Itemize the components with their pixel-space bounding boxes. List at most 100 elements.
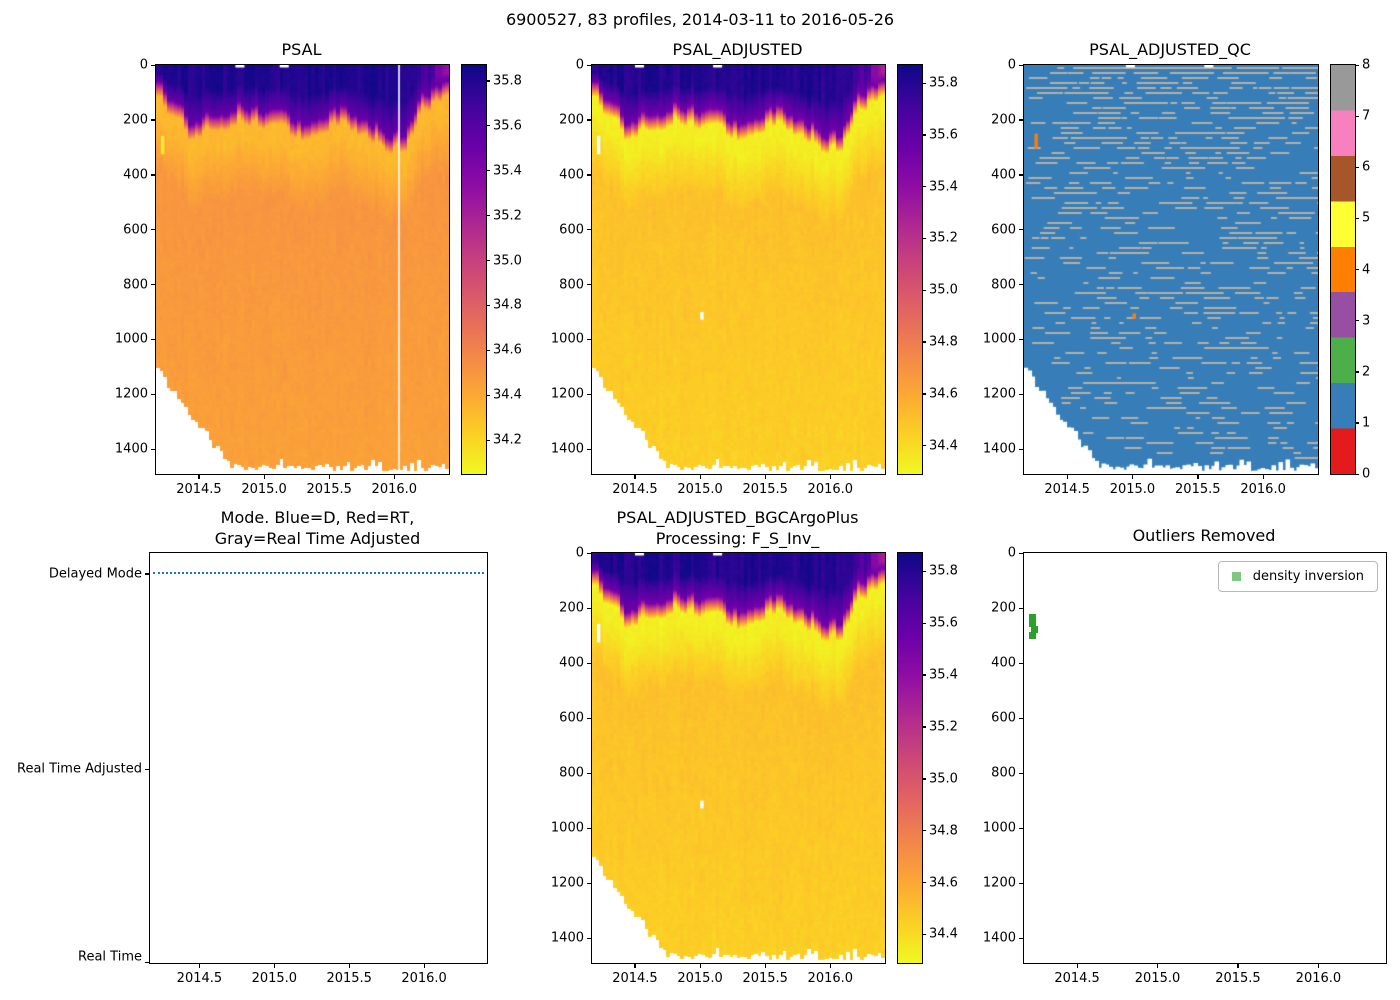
y-tick [1019,607,1023,609]
psal-adjusted-qc-heatmap-canvas [1024,65,1318,474]
colorbar-tick-label: 34.6 [929,386,958,402]
y-tick [145,573,149,575]
colorbar-tick-label: 34.6 [493,342,522,358]
colorbar-tick-label: 35.6 [929,127,958,143]
x-tick-label: 2016.0 [371,482,418,497]
y-tick [151,393,155,396]
y-tick [1019,827,1023,829]
y-tick [1019,119,1023,121]
x-tick [328,475,330,479]
colorbar-tick-label: 2 [1362,364,1371,380]
outlier-point [1030,625,1038,633]
colorbar-tick [1355,64,1359,66]
colorbar-tick [922,393,926,395]
psal-adjusted-bgc-heatmap-canvas [592,553,885,963]
x-tick [198,964,201,968]
colorbar-tick [922,82,926,84]
y-tick-label: 1400 [550,930,584,946]
mode-category-label: Real Time [78,949,142,965]
colorbar-tick [486,170,490,172]
panel-psal: 2014.5 2015.0 2015.5 2016.0 0 200 400 600 800 100… [115,58,450,497]
y-tick-label: 1400 [982,441,1016,457]
y-tick [587,393,591,396]
colorbar-tick-label: 8 [1362,57,1371,73]
x-tick [273,964,276,968]
x-tick [1197,475,1199,479]
y-tick-label: 400 [991,167,1016,183]
y-tick-label: 600 [123,222,148,238]
colorbar-tick [1355,320,1359,322]
x-tick [393,475,396,479]
outliers-legend: density inversion [1217,561,1378,592]
colorbar-tick [1355,115,1359,117]
colorbar-tick-label: 3 [1362,313,1371,329]
colorbar-tick [922,726,926,728]
y-tick [151,119,155,121]
y-tick [587,827,591,829]
colorbar-tick-label: 34.4 [493,387,522,403]
y-tick [145,768,149,770]
y-tick-label: 600 [991,222,1016,238]
x-tick-label: 2014.5 [176,482,222,497]
x-tick [1262,475,1264,479]
y-tick [151,338,155,341]
colorbar-gradient [462,65,486,474]
x-tick [1066,475,1068,479]
colorbar-tick [486,304,490,307]
y-tick [587,607,591,609]
delayed-mode-dotted-line [153,572,484,575]
y-tick [587,229,591,231]
panel-outliers-removed: density inversion 2014.5 2015.0 2015.5 2016… [983,546,1387,986]
x-tick-label: 2015.0 [677,971,723,986]
colorbar-tick [922,445,926,447]
y-tick [1019,229,1023,231]
y-tick-label: 800 [991,765,1016,781]
y-tick [587,64,591,66]
y-tick-label: 200 [559,112,584,128]
colorbar-tick [1355,473,1359,475]
y-tick-label: 200 [991,112,1016,128]
x-tick-label: 2014.5 [612,482,658,497]
colorbar-tick [486,125,490,127]
colorbar-tick-label: 34.4 [929,926,958,942]
y-tick [587,119,591,121]
colorbar-tick-label: 34.4 [929,438,958,454]
colorbar-tick [486,439,490,442]
colorbar-tick-label: 34.8 [929,334,958,350]
panel-psal-adjusted-qc-title: PSAL_ADJUSTED_QC [1089,40,1251,59]
x-tick [263,475,265,479]
x-tick-label: 2015.0 [251,971,298,986]
psal-heatmap-canvas [156,65,449,474]
colorbar-tick-label: 35.4 [493,163,522,179]
x-tick [1157,964,1159,968]
colorbar-tick [922,341,926,343]
x-tick-label: 2014.5 [612,971,658,986]
x-tick-label: 2016.0 [807,971,854,986]
x-tick [1237,964,1239,968]
y-tick [1019,662,1023,664]
colorbar-tick [1355,269,1359,271]
colorbar-tick-label: 35.2 [929,719,958,735]
y-tick [587,284,591,286]
y-tick-label: 600 [559,222,584,238]
y-tick-label: 0 [575,545,584,561]
panel-psal-adjusted-title: PSAL_ADJUSTED [672,40,803,59]
x-tick-label: 2015.5 [742,482,788,497]
density-inversion-marker-icon [1231,572,1241,581]
colorbar-tick [922,134,926,136]
y-tick-label: 400 [123,167,148,183]
x-tick-label: 2014.5 [1054,971,1100,986]
colorbar-tick [1355,166,1359,169]
y-tick-label: 0 [139,57,148,73]
colorbar-tick-label: 35.8 [929,563,958,579]
colorbar-tick [486,260,490,262]
colorbar-tick-label: 35.2 [929,230,958,246]
colorbar-tick-label: 4 [1362,262,1371,277]
y-tick-label: 400 [559,655,584,671]
x-tick-label: 2015.5 [742,971,788,986]
y-tick [587,662,591,664]
colorbar-tick [1355,217,1359,220]
x-tick-label: 2015.0 [1109,482,1156,497]
colorbar-tick [922,830,926,832]
colorbar-tick [922,570,926,572]
